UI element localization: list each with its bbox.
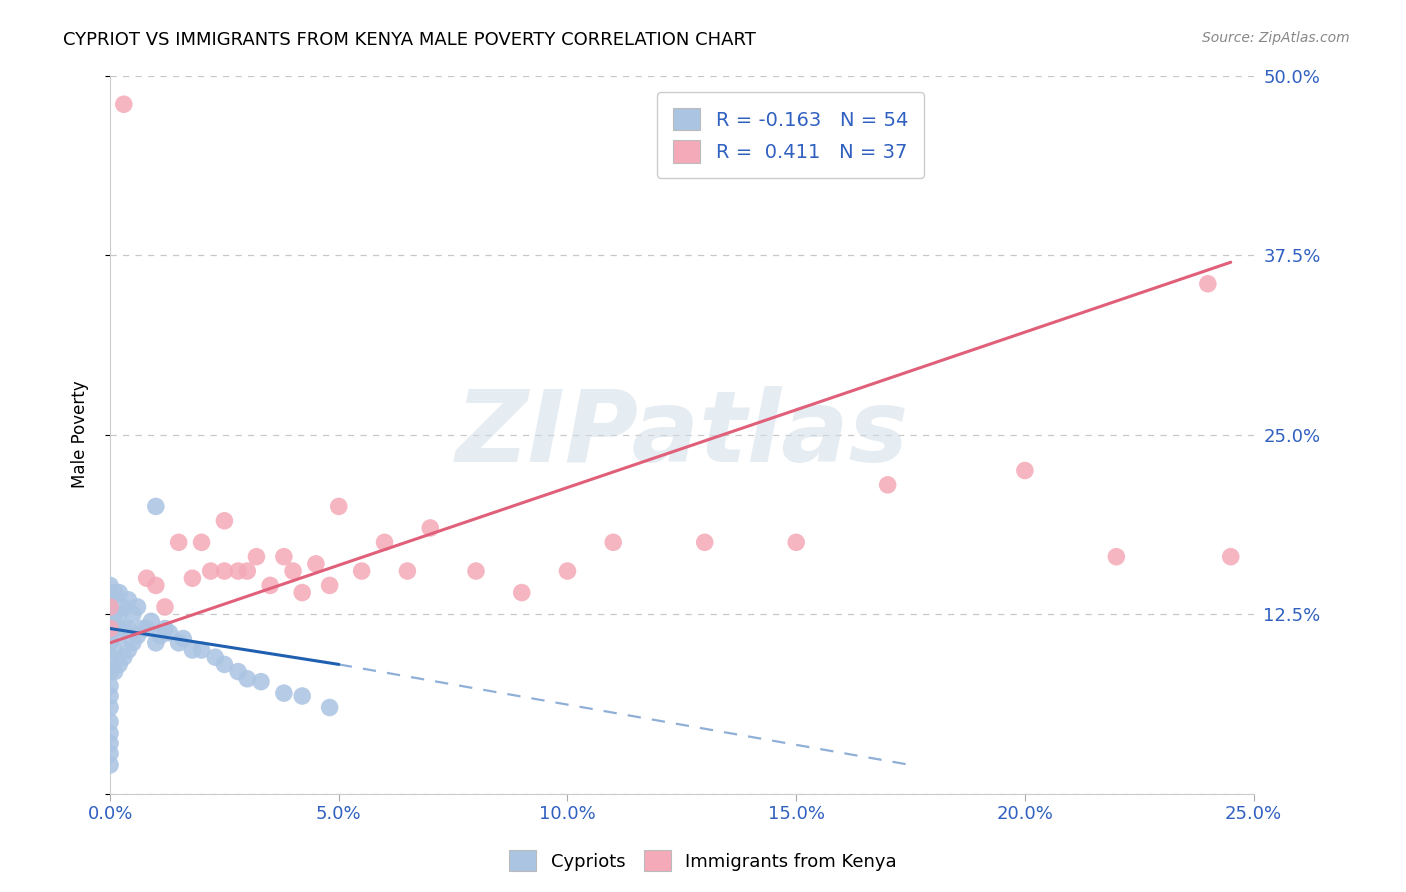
Text: CYPRIOT VS IMMIGRANTS FROM KENYA MALE POVERTY CORRELATION CHART: CYPRIOT VS IMMIGRANTS FROM KENYA MALE PO… <box>63 31 756 49</box>
Point <box>204 650 226 665</box>
Point <box>318 700 340 714</box>
Point <box>98 747 121 761</box>
Point <box>135 571 157 585</box>
Point <box>98 650 121 665</box>
Point <box>181 571 204 585</box>
Point <box>104 585 127 599</box>
Point <box>557 564 579 578</box>
Point <box>98 636 121 650</box>
Point <box>104 643 127 657</box>
Point <box>1014 463 1036 477</box>
Point <box>259 578 281 592</box>
Point <box>396 564 419 578</box>
Point <box>226 665 249 679</box>
Point <box>291 585 314 599</box>
Point <box>328 500 350 514</box>
Text: ZIPatlas: ZIPatlas <box>456 386 908 483</box>
Point <box>98 665 121 679</box>
Point <box>108 585 131 599</box>
Text: Source: ZipAtlas.com: Source: ZipAtlas.com <box>1202 31 1350 45</box>
Point <box>226 564 249 578</box>
Point <box>273 686 295 700</box>
Point <box>104 665 127 679</box>
Point <box>117 643 139 657</box>
Point <box>141 615 163 629</box>
Point <box>98 714 121 729</box>
Point <box>112 622 135 636</box>
Point <box>108 657 131 672</box>
Point <box>200 564 222 578</box>
Point <box>876 478 898 492</box>
Point <box>98 689 121 703</box>
Point <box>131 622 153 636</box>
Legend: Cypriots, Immigrants from Kenya: Cypriots, Immigrants from Kenya <box>502 843 904 879</box>
Point <box>305 557 328 571</box>
Point <box>693 535 716 549</box>
Point <box>98 726 121 740</box>
Point <box>1219 549 1241 564</box>
Point <box>145 636 167 650</box>
Point <box>135 622 157 636</box>
Point <box>190 643 212 657</box>
Point <box>273 549 295 564</box>
Point <box>145 578 167 592</box>
Point <box>98 607 121 621</box>
Point <box>117 622 139 636</box>
Point <box>112 599 135 614</box>
Point <box>785 535 807 549</box>
Point <box>145 500 167 514</box>
Point <box>214 564 236 578</box>
Point <box>602 535 624 549</box>
Point <box>181 643 204 657</box>
Point <box>167 636 190 650</box>
Point <box>149 629 172 643</box>
Point <box>98 679 121 693</box>
Point <box>214 514 236 528</box>
Point <box>98 622 121 636</box>
Point <box>98 592 121 607</box>
Point <box>167 535 190 549</box>
Point <box>172 632 194 646</box>
Point <box>98 578 121 592</box>
Point <box>127 629 149 643</box>
Point <box>98 599 121 614</box>
Point <box>122 636 145 650</box>
Point <box>122 607 145 621</box>
Point <box>419 521 441 535</box>
Point <box>291 689 314 703</box>
Point <box>98 622 121 636</box>
Point <box>104 607 127 621</box>
Point <box>98 736 121 750</box>
Point <box>159 625 181 640</box>
Point <box>236 672 259 686</box>
Point <box>112 97 135 112</box>
Point <box>465 564 488 578</box>
Point <box>117 592 139 607</box>
Legend: R = -0.163   N = 54, R =  0.411   N = 37: R = -0.163 N = 54, R = 0.411 N = 37 <box>658 93 924 178</box>
Point <box>350 564 373 578</box>
Point <box>214 657 236 672</box>
Point <box>510 585 533 599</box>
Point <box>190 535 212 549</box>
Point <box>245 549 267 564</box>
Point <box>108 607 131 621</box>
Point <box>112 650 135 665</box>
Point <box>104 622 127 636</box>
Point <box>153 599 176 614</box>
Point <box>281 564 304 578</box>
Point <box>1105 549 1128 564</box>
Point <box>98 758 121 772</box>
Point <box>127 599 149 614</box>
Point <box>250 674 273 689</box>
Point <box>236 564 259 578</box>
Point <box>153 622 176 636</box>
Point <box>98 700 121 714</box>
Point <box>108 629 131 643</box>
Point <box>318 578 340 592</box>
Y-axis label: Male Poverty: Male Poverty <box>72 381 89 489</box>
Point <box>1197 277 1219 291</box>
Point <box>373 535 395 549</box>
